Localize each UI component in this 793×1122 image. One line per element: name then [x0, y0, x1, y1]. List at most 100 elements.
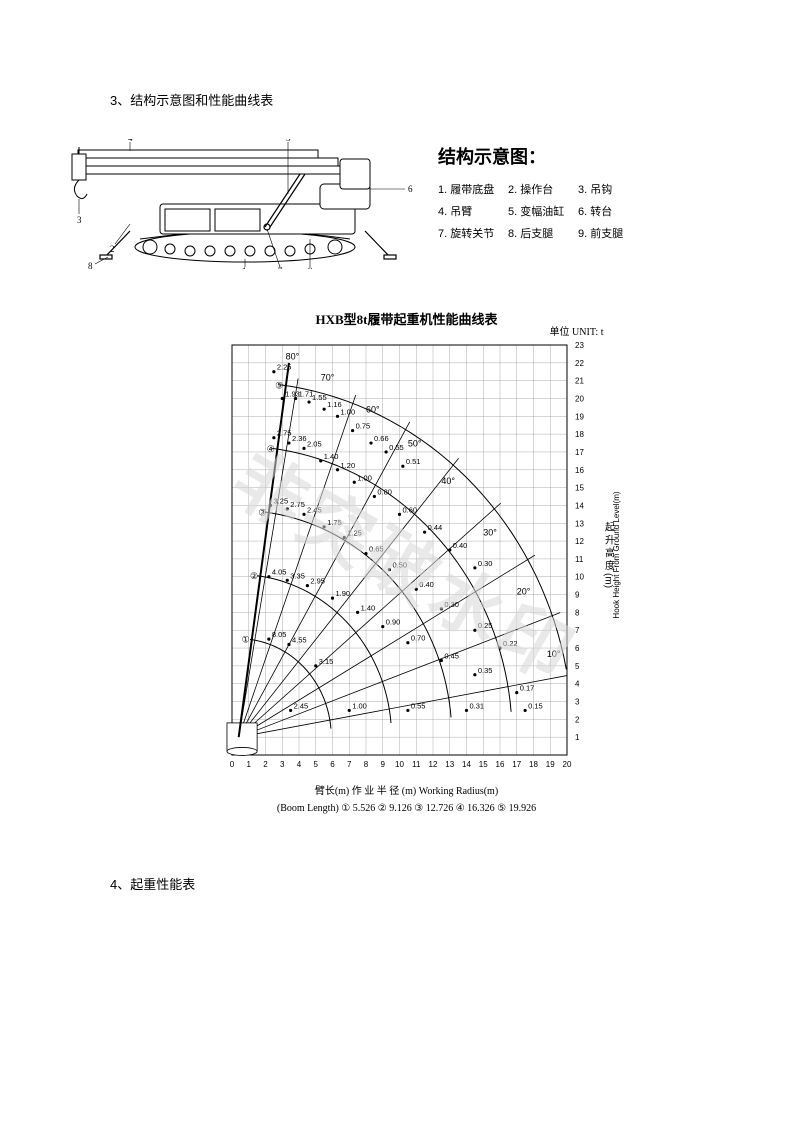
svg-text:70°: 70°	[320, 373, 334, 383]
svg-text:0.75: 0.75	[355, 422, 370, 431]
svg-text:16: 16	[495, 760, 504, 769]
svg-text:1: 1	[575, 733, 580, 742]
structure-legend: 结构示意图： 1. 履带底盘2. 操作台3. 吊钩4. 吊臂5. 变幅油缸6. …	[438, 139, 703, 269]
svg-text:0.40: 0.40	[452, 541, 467, 550]
svg-text:2.36: 2.36	[291, 434, 306, 443]
legend-item: 4. 吊臂	[438, 201, 508, 223]
svg-text:0.55: 0.55	[389, 443, 404, 452]
svg-text:4.55: 4.55	[291, 635, 306, 644]
chart-svg: 0123456789101112131415161718192012345678…	[192, 330, 622, 780]
svg-text:21: 21	[575, 377, 584, 386]
svg-text:0.70: 0.70	[410, 634, 425, 643]
chart-unit: 单位 UNIT: t	[550, 323, 604, 338]
svg-text:13: 13	[575, 519, 584, 528]
svg-text:1.90: 1.90	[335, 589, 350, 598]
callout-7: 7	[278, 266, 283, 269]
svg-text:2.75: 2.75	[290, 500, 305, 509]
svg-text:30°: 30°	[483, 528, 497, 538]
svg-text:1.55: 1.55	[312, 393, 327, 402]
legend-item: 7. 旋转关节	[438, 223, 508, 245]
callout-4: 4	[128, 139, 133, 143]
svg-text:23: 23	[575, 341, 584, 350]
callout-8: 8	[88, 261, 93, 269]
callout-1: 1	[242, 266, 247, 269]
chart-boom-lengths: (Boom Length) ① 5.526 ② 9.126 ③ 12.726 ④…	[192, 803, 622, 814]
svg-text:2: 2	[263, 760, 268, 769]
svg-text:12: 12	[575, 537, 584, 546]
svg-text:40°: 40°	[441, 476, 455, 486]
svg-text:1.40: 1.40	[360, 603, 375, 612]
svg-text:1.25: 1.25	[347, 529, 362, 538]
svg-text:15: 15	[478, 760, 487, 769]
svg-text:8: 8	[363, 760, 368, 769]
svg-text:10°: 10°	[546, 649, 560, 659]
legend-item: 1. 履带底盘	[438, 179, 508, 201]
callout-2: 2	[110, 244, 115, 254]
svg-text:6: 6	[330, 760, 335, 769]
svg-text:20°: 20°	[516, 587, 530, 597]
svg-text:12: 12	[428, 760, 437, 769]
svg-text:2.75: 2.75	[276, 429, 291, 438]
svg-text:3.15: 3.15	[318, 657, 333, 666]
svg-text:22: 22	[575, 359, 584, 368]
svg-text:13: 13	[445, 760, 454, 769]
svg-text:8: 8	[575, 608, 580, 617]
svg-text:0.31: 0.31	[469, 701, 484, 710]
callout-3: 3	[77, 215, 82, 225]
svg-text:10: 10	[395, 760, 404, 769]
legend-item: 3. 吊钩	[578, 179, 648, 201]
svg-text:7: 7	[575, 626, 580, 635]
callout-6: 6	[408, 184, 413, 194]
svg-text:0.90: 0.90	[385, 618, 400, 627]
svg-text:9: 9	[380, 760, 385, 769]
svg-text:60°: 60°	[366, 405, 380, 415]
section-4-heading: 4、起重性能表	[110, 874, 703, 893]
svg-text:4: 4	[575, 680, 580, 689]
svg-text:18: 18	[529, 760, 538, 769]
svg-text:15: 15	[575, 484, 584, 493]
svg-text:②: ②	[249, 571, 257, 581]
svg-text:1.75: 1.75	[327, 518, 342, 527]
svg-text:1: 1	[246, 760, 251, 769]
legend-item: 9. 前支腿	[578, 223, 648, 245]
performance-chart: HXB型8t履带起重机性能曲线表 单位 UNIT: t 非突破水印 012345…	[192, 309, 622, 814]
svg-text:11: 11	[412, 760, 421, 769]
svg-text:1.00: 1.00	[340, 407, 355, 416]
svg-text:0: 0	[229, 760, 234, 769]
svg-text:17: 17	[512, 760, 521, 769]
svg-text:16: 16	[575, 466, 584, 475]
svg-text:Hook Height From Ground Level(: Hook Height From Ground Level(m)	[612, 491, 621, 618]
svg-text:0.25: 0.25	[477, 621, 492, 630]
svg-text:50°: 50°	[407, 439, 421, 449]
svg-text:1.00: 1.00	[352, 701, 367, 710]
svg-text:18: 18	[575, 430, 584, 439]
svg-text:3.25: 3.25	[273, 496, 288, 505]
svg-text:1.20: 1.20	[340, 461, 355, 470]
svg-text:③: ③	[258, 508, 266, 518]
svg-text:0.35: 0.35	[477, 666, 492, 675]
legend-item: 8. 后支腿	[508, 223, 578, 245]
callout-5: 5	[286, 139, 291, 143]
svg-text:0.65: 0.65	[369, 545, 384, 554]
svg-text:0.55: 0.55	[410, 701, 425, 710]
svg-text:0.40: 0.40	[419, 580, 434, 589]
svg-text:10: 10	[575, 573, 584, 582]
svg-text:7: 7	[347, 760, 352, 769]
svg-text:2.25: 2.25	[276, 363, 291, 372]
svg-text:14: 14	[462, 760, 471, 769]
svg-text:0.30: 0.30	[444, 600, 459, 609]
legend-item: 6. 转台	[578, 201, 648, 223]
svg-text:3: 3	[575, 698, 580, 707]
svg-text:2.45: 2.45	[307, 505, 322, 514]
svg-text:1.00: 1.00	[357, 473, 372, 482]
svg-text:3: 3	[280, 760, 285, 769]
section-3-heading: 3、结构示意图和性能曲线表	[110, 90, 703, 109]
legend-item: 2. 操作台	[508, 179, 578, 201]
svg-text:80°: 80°	[285, 351, 299, 361]
structure-legend-title: 结构示意图：	[438, 143, 703, 169]
svg-text:9: 9	[575, 591, 580, 600]
svg-text:0.80: 0.80	[377, 488, 392, 497]
svg-text:17: 17	[575, 448, 584, 457]
svg-text:20: 20	[562, 760, 571, 769]
svg-text:19: 19	[575, 412, 584, 421]
